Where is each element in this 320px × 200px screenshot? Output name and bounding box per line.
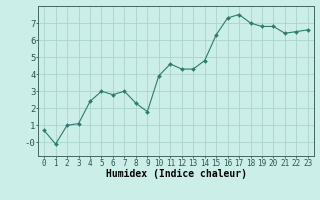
X-axis label: Humidex (Indice chaleur): Humidex (Indice chaleur) [106,169,246,179]
